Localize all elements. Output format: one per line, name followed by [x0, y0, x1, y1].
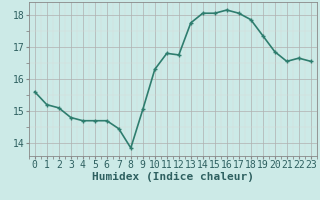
X-axis label: Humidex (Indice chaleur): Humidex (Indice chaleur): [92, 172, 254, 182]
